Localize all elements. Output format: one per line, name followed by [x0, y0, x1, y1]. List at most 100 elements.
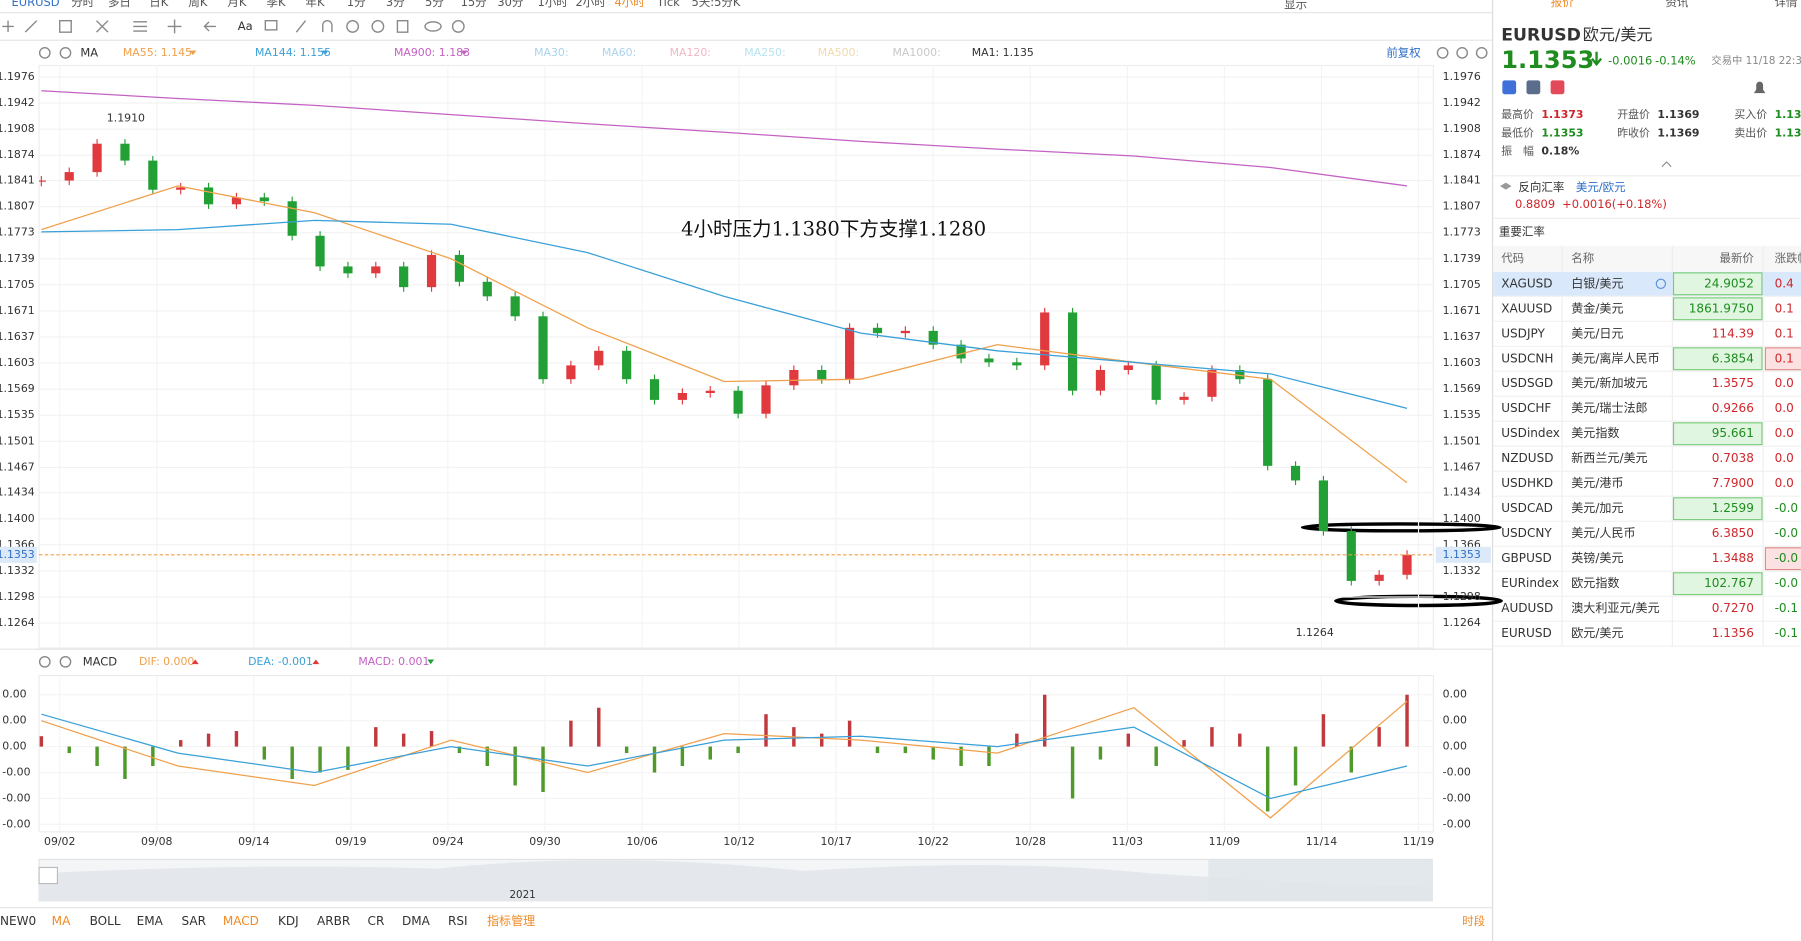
pane-settings[interactable]: [38, 46, 51, 59]
macd-bar: [1070, 746, 1075, 799]
restoration-toggle[interactable]: 前复权: [1386, 45, 1421, 59]
indicator-tab[interactable]: EMA: [137, 914, 164, 928]
y-tick-label: 1.1298: [1443, 590, 1481, 603]
tool-hide[interactable]: [371, 19, 385, 33]
rate-price: 95.661: [1712, 426, 1754, 440]
zoom-reset[interactable]: [1436, 46, 1449, 59]
period-tab[interactable]: 分时: [71, 0, 94, 9]
rate-code[interactable]: XAUUSD: [1501, 301, 1552, 315]
symbol-tab[interactable]: EURUSD: [11, 0, 59, 9]
rate-code[interactable]: USDCHF: [1501, 401, 1551, 415]
rate-code[interactable]: USDCNY: [1501, 526, 1552, 540]
period-tab[interactable]: 5分: [425, 0, 444, 9]
period-tab[interactable]: 1分: [347, 0, 366, 9]
pane-close[interactable]: [59, 655, 72, 668]
period-tab[interactable]: 月K: [227, 0, 246, 9]
tool-sync[interactable]: [346, 19, 360, 33]
indicator-tab[interactable]: RSI: [448, 914, 468, 928]
legend-entry: MA60:: [602, 46, 636, 59]
candle: [1374, 574, 1384, 581]
tool-text[interactable]: Aa: [238, 19, 253, 33]
y-tick-label: 1.1603: [0, 356, 35, 369]
collapse[interactable]: [1661, 161, 1672, 168]
rate-code[interactable]: EURindex: [1501, 576, 1559, 590]
candle: [566, 365, 576, 380]
tool-rect[interactable]: [59, 19, 72, 33]
tool-delete[interactable]: [396, 19, 409, 33]
navigator-handle[interactable]: [38, 866, 59, 885]
tool-measure[interactable]: [167, 19, 182, 34]
icon-doc[interactable]: [1526, 80, 1541, 95]
rate-code[interactable]: GBPUSD: [1501, 551, 1552, 565]
indicator-tab[interactable]: ARBR: [317, 914, 351, 928]
indicator-tab[interactable]: BOLL: [90, 914, 121, 928]
indicator-tab[interactable]: SAR: [181, 914, 206, 928]
tool-pen[interactable]: [295, 20, 307, 33]
indicator-tab[interactable]: NEW0: [0, 914, 36, 928]
display-menu[interactable]: 显示: [1284, 0, 1307, 11]
indicator-tab[interactable]: CR: [368, 914, 385, 928]
navigator-window[interactable]: [1208, 859, 1433, 901]
zoom-out[interactable]: [1456, 46, 1469, 59]
tool-move[interactable]: [2, 20, 14, 33]
tool-settings[interactable]: [451, 19, 465, 33]
indicator-tab[interactable]: DMA: [402, 914, 431, 928]
period-tab[interactable]: 周K: [188, 0, 207, 9]
rate-code[interactable]: XAGUSD: [1501, 276, 1552, 290]
candle: [1290, 465, 1301, 481]
tool-magnet[interactable]: [322, 20, 333, 33]
period-tab[interactable]: 5天:5分K: [691, 0, 740, 9]
macd-bar: [401, 733, 406, 747]
rates-header: 涨跌幅: [1775, 251, 1801, 265]
rate-code[interactable]: USDJPY: [1501, 326, 1545, 340]
icon-alert[interactable]: [1753, 81, 1766, 94]
pane-close[interactable]: [59, 46, 72, 59]
period-tab[interactable]: 日K: [149, 0, 168, 9]
indicator-tab[interactable]: 指标管理: [487, 913, 535, 928]
tool-undo[interactable]: [203, 21, 216, 32]
zoom-in[interactable]: [1475, 46, 1488, 59]
period-tab[interactable]: 30分: [497, 0, 524, 9]
session-button[interactable]: 时段: [1462, 914, 1485, 928]
rate-code[interactable]: USDSGD: [1501, 376, 1553, 390]
period-tab[interactable]: 年K: [306, 0, 325, 9]
watch-icon[interactable]: [1655, 278, 1667, 289]
macd-bar: [764, 714, 768, 747]
period-tab[interactable]: 1小时: [538, 0, 569, 9]
rate-code[interactable]: EURUSD: [1501, 626, 1552, 640]
indicator-tab[interactable]: MACD: [223, 914, 259, 928]
tool-line[interactable]: [24, 20, 38, 33]
period-tab[interactable]: 多日: [108, 0, 131, 9]
indicator-tab[interactable]: MA: [52, 914, 71, 928]
rate-code[interactable]: NZDUSD: [1501, 451, 1553, 465]
rate-code[interactable]: AUDUSD: [1501, 601, 1553, 615]
period-tab[interactable]: 15分: [461, 0, 488, 9]
period-tab[interactable]: 2小时: [575, 0, 606, 9]
rate-code[interactable]: USDindex: [1501, 426, 1560, 440]
candle: [1123, 365, 1133, 370]
rate-code[interactable]: USDCNH: [1501, 351, 1553, 365]
period-tab[interactable]: 3分: [386, 0, 405, 9]
icon-favorite[interactable]: [1550, 80, 1565, 95]
tool-fib[interactable]: [95, 20, 109, 33]
period-tab[interactable]: 4小时: [614, 0, 645, 9]
pane-settings[interactable]: [38, 655, 51, 668]
y-tick-label: 0.00: [2, 740, 26, 753]
rate-code[interactable]: USDCAD: [1501, 501, 1553, 515]
tool-channel[interactable]: [133, 21, 148, 32]
side-tab[interactable]: 资讯: [1665, 0, 1688, 9]
rate-name: 美元/日元: [1571, 326, 1623, 340]
icon-web[interactable]: [1502, 80, 1517, 95]
tool-eye[interactable]: [424, 21, 442, 32]
reverse-pair[interactable]: 美元/欧元: [1576, 180, 1626, 194]
rate-code[interactable]: USDHKD: [1501, 476, 1553, 490]
indicator-tab[interactable]: KDJ: [278, 914, 299, 928]
period-tab[interactable]: 季K: [266, 0, 285, 9]
macd-bar: [624, 746, 629, 754]
side-tab[interactable]: 报价: [1551, 0, 1574, 9]
side-tab[interactable]: 详情: [1775, 0, 1798, 9]
tool-note[interactable]: [264, 19, 278, 31]
macd-bar: [875, 746, 880, 754]
candle: [148, 160, 158, 190]
period-tab[interactable]: Tick: [656, 0, 680, 9]
